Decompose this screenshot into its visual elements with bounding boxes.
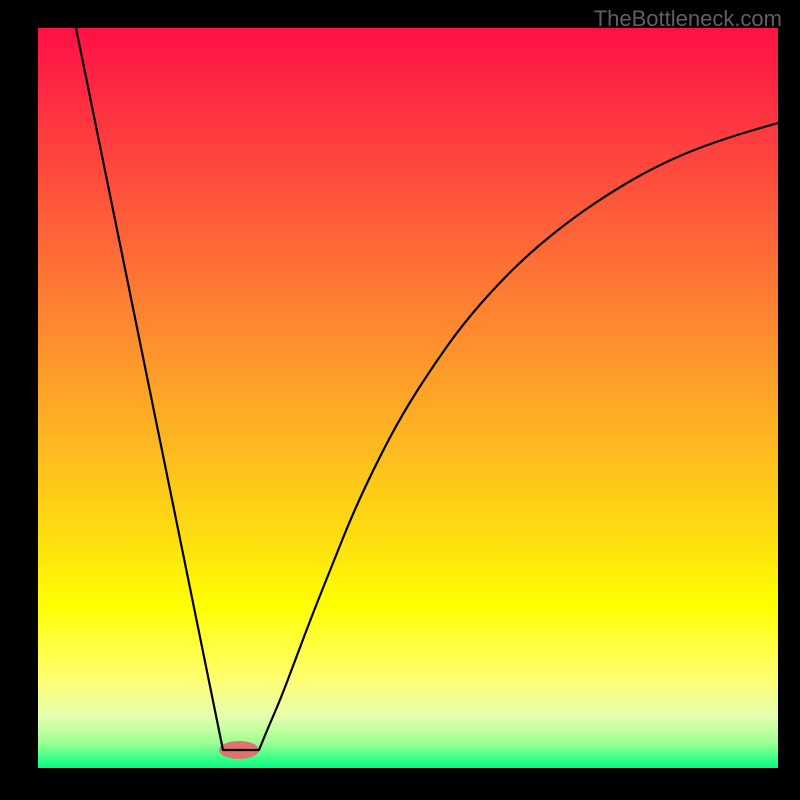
plot-area bbox=[38, 28, 778, 768]
watermark-text: TheBottleneck.com bbox=[594, 6, 782, 32]
chart-svg bbox=[38, 28, 778, 768]
chart-container: TheBottleneck.com bbox=[0, 0, 800, 800]
gradient-background bbox=[38, 28, 778, 768]
